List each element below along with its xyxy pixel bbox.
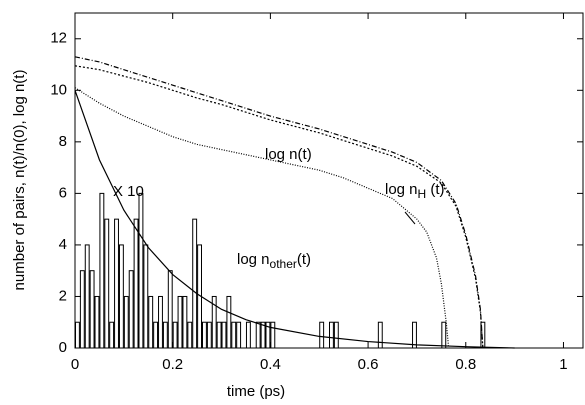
annotation-part: (t) bbox=[426, 181, 444, 198]
annotation-part: log n bbox=[385, 181, 418, 198]
x-axis-label: time (ps) bbox=[227, 383, 285, 400]
histogram-bar bbox=[202, 321, 207, 349]
annotation: log nother(t) bbox=[237, 251, 311, 271]
annotation-part: log n bbox=[237, 251, 270, 268]
histogram-bar bbox=[109, 321, 115, 349]
x-tick-label: 0.4 bbox=[260, 356, 281, 373]
x-tick-label: 0.2 bbox=[162, 356, 183, 373]
histogram-bar bbox=[133, 218, 139, 349]
x-tick-label: 0.8 bbox=[455, 356, 476, 373]
annotation: log n(t) bbox=[265, 146, 312, 163]
histogram-bar bbox=[255, 321, 261, 349]
histogram-bar bbox=[128, 270, 134, 349]
curve bbox=[74, 56, 484, 349]
histogram-bar bbox=[206, 321, 212, 349]
annotation-part: X 10 bbox=[113, 183, 144, 200]
y-tick-label: 0 bbox=[59, 339, 67, 356]
histogram-bar bbox=[226, 295, 232, 349]
histogram-bar bbox=[79, 270, 85, 349]
histogram-bar bbox=[333, 321, 339, 349]
histogram-bar bbox=[231, 321, 237, 349]
histogram-bar bbox=[441, 321, 447, 349]
y-tick-label: 4 bbox=[59, 236, 67, 253]
histogram-bar bbox=[114, 218, 119, 349]
y-tick-label: 2 bbox=[59, 287, 67, 304]
histogram-bar bbox=[104, 218, 110, 349]
histogram-bar bbox=[75, 321, 80, 349]
histogram-bar bbox=[319, 321, 325, 349]
x-tick-label: 1 bbox=[559, 356, 567, 373]
annotation: log nH (t) bbox=[385, 181, 445, 201]
histogram-bar bbox=[162, 321, 168, 349]
annotation-part: other bbox=[270, 257, 297, 271]
histogram-bar bbox=[123, 295, 129, 349]
y-tick-label: 6 bbox=[59, 184, 67, 201]
y-tick-label: 12 bbox=[50, 30, 67, 47]
histogram-bar bbox=[177, 295, 183, 349]
histogram-bar bbox=[172, 321, 178, 349]
histogram-bar bbox=[270, 321, 276, 349]
x-tick-label: 0 bbox=[71, 356, 79, 373]
histogram-bar bbox=[138, 192, 144, 349]
annotation: X 10 bbox=[113, 183, 144, 200]
plot-frame bbox=[74, 12, 584, 349]
histogram-bar bbox=[153, 321, 159, 349]
histogram-bar bbox=[245, 321, 251, 349]
histogram-bar bbox=[377, 321, 383, 349]
histogram-bar bbox=[329, 321, 334, 349]
histogram-bar bbox=[99, 192, 105, 349]
histogram-bar bbox=[236, 321, 242, 349]
histogram-bar bbox=[84, 244, 90, 349]
histogram-bar bbox=[143, 244, 149, 349]
histogram-bar bbox=[192, 218, 198, 349]
y-tick-label: 10 bbox=[50, 81, 67, 98]
x-tick-label: 0.6 bbox=[358, 356, 379, 373]
histogram-bar bbox=[148, 295, 154, 349]
histogram-bar bbox=[158, 295, 163, 349]
histogram-bar bbox=[187, 321, 193, 349]
pointer bbox=[404, 211, 416, 225]
curve bbox=[74, 65, 484, 349]
curve bbox=[74, 90, 515, 349]
y-tick-label: 8 bbox=[59, 133, 67, 150]
histogram-bar bbox=[221, 321, 227, 349]
annotation-part: log n(t) bbox=[265, 146, 312, 163]
histogram-bar bbox=[89, 270, 95, 349]
annotation-part: H bbox=[418, 187, 427, 201]
y-axis-label: number of pairs, n(t)/n(0), log n(t) bbox=[11, 70, 28, 291]
histogram-bar bbox=[216, 321, 222, 349]
histogram-bar bbox=[94, 295, 100, 349]
annotation-part: (t) bbox=[297, 251, 311, 268]
histogram-bar bbox=[167, 270, 173, 349]
histogram-bar bbox=[182, 295, 188, 349]
histogram-bar bbox=[118, 244, 124, 349]
